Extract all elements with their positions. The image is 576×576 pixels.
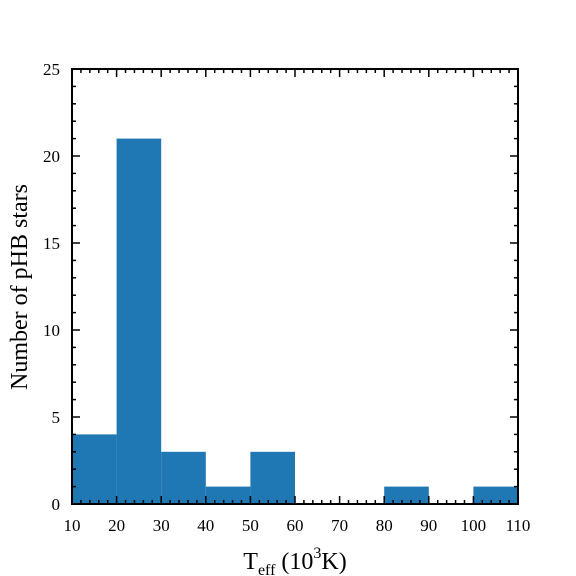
x-tick-label: 30 (153, 516, 170, 535)
y-tick-label: 10 (43, 321, 60, 340)
y-tick-label: 5 (52, 408, 61, 427)
x-axis-label-sub: eff (258, 562, 276, 576)
y-tick-label: 15 (43, 234, 60, 253)
histogram-bar (161, 451, 206, 504)
x-tick-label: 110 (506, 516, 531, 535)
x-tick-label: 60 (287, 516, 304, 535)
y-tick-label: 20 (43, 147, 60, 166)
histogram-bar (250, 451, 295, 504)
x-tick-label: 40 (197, 516, 214, 535)
histogram-bar (116, 138, 162, 504)
histogram-bar (205, 486, 251, 504)
x-tick-label: 20 (108, 516, 125, 535)
x-axis-label: Teff (103K) (243, 545, 346, 576)
x-tick-label: 90 (420, 516, 437, 535)
x-tick-label: 50 (242, 516, 259, 535)
x-tick-label: 80 (376, 516, 393, 535)
y-tick-label: 0 (52, 495, 61, 514)
x-axis-label-post: K) (321, 549, 346, 575)
histogram-bar (473, 486, 518, 504)
bars-group (72, 138, 518, 504)
x-tick-label: 100 (461, 516, 487, 535)
histogram-bar (72, 434, 117, 504)
y-tick-label: 25 (43, 60, 60, 79)
histogram-bar (384, 486, 429, 504)
y-axis-label: Number of pHB stars (7, 184, 33, 390)
x-tick-label: 70 (331, 516, 348, 535)
x-axis-label-pre: (10 (275, 549, 313, 575)
plot-frame (71, 68, 519, 505)
x-axis-label-sup: 3 (313, 545, 321, 562)
x-axis-label-main: T (243, 549, 258, 575)
x-tick-label: 10 (64, 516, 81, 535)
